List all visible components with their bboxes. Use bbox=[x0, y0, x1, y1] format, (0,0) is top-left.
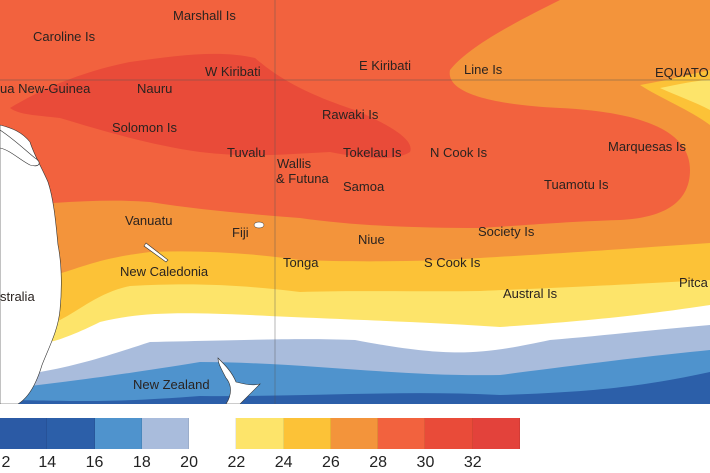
label-new-zealand: New Zealand bbox=[133, 377, 210, 392]
new-caledonia-landmass bbox=[143, 242, 169, 263]
label-vanuatu: Vanuatu bbox=[125, 213, 173, 228]
label-line-islands: Line Is bbox=[464, 62, 503, 77]
label-tonga: Tonga bbox=[283, 255, 319, 270]
legend-tick-label: 16 bbox=[85, 454, 104, 471]
legend-tick-label: 30 bbox=[416, 454, 435, 471]
label-caroline-islands: Caroline Is bbox=[33, 29, 96, 44]
label-tuvalu: Tuvalu bbox=[227, 145, 266, 160]
label-pitcairn: Pitca bbox=[679, 275, 708, 290]
legend-swatch bbox=[189, 418, 237, 449]
legend-swatch bbox=[330, 418, 379, 449]
label-e-kiribati: E Kiribati bbox=[359, 58, 412, 73]
legend-swatch bbox=[0, 418, 48, 449]
label-new-caledonia: New Caledonia bbox=[120, 264, 209, 279]
label-fiji: Fiji bbox=[232, 225, 249, 240]
label-tokelau: Tokelau Is bbox=[343, 145, 402, 160]
legend-swatch bbox=[378, 418, 426, 449]
new-zealand-landmass bbox=[217, 357, 261, 404]
label-nauru: Nauru bbox=[137, 81, 173, 96]
label-n-cook-islands: N Cook Is bbox=[430, 145, 488, 160]
sea-surface-temperature-map bbox=[0, 0, 710, 404]
legend-swatch bbox=[47, 418, 95, 449]
label-marquesas: Marquesas Is bbox=[608, 139, 687, 154]
band-22-24-northeast bbox=[660, 80, 710, 110]
legend-tick-label: 14 bbox=[38, 454, 57, 471]
label-solomon-islands: Solomon Is bbox=[112, 120, 178, 135]
label-australia: stralia bbox=[0, 289, 35, 304]
legend-tick-label: 26 bbox=[322, 454, 340, 471]
label-wallis: Wallis bbox=[277, 156, 312, 171]
legend-tick-label: 2 bbox=[1, 454, 11, 471]
legend-swatch bbox=[472, 418, 520, 449]
label-futuna: & Futuna bbox=[276, 171, 329, 186]
label-society-islands: Society Is bbox=[478, 224, 535, 239]
australia-landmass bbox=[0, 124, 62, 404]
label-papua-new-guinea: ua New-Guinea bbox=[0, 81, 91, 96]
label-s-cook-islands: S Cook Is bbox=[424, 255, 481, 270]
label-austral-islands: Austral Is bbox=[503, 286, 558, 301]
legend-tick-label: 32 bbox=[463, 454, 482, 471]
label-equator: EQUATO bbox=[655, 65, 709, 80]
legend-swatch bbox=[94, 418, 142, 449]
label-tuamotu: Tuamotu Is bbox=[544, 177, 609, 192]
label-w-kiribati: W Kiribati bbox=[205, 64, 261, 79]
png-landmass bbox=[0, 129, 40, 167]
label-samoa: Samoa bbox=[343, 179, 385, 194]
legend-tick-label: 18 bbox=[132, 454, 151, 471]
legend-tick-label: 22 bbox=[227, 454, 246, 471]
legend-swatch bbox=[236, 418, 284, 449]
fiji-landmass bbox=[253, 221, 265, 229]
legend-tick-label: 20 bbox=[180, 454, 198, 471]
label-rawaki-islands: Rawaki Is bbox=[322, 107, 379, 122]
temperature-legend bbox=[0, 418, 520, 450]
legend-swatch bbox=[141, 418, 190, 449]
legend-swatch bbox=[425, 418, 473, 449]
legend-tick-label: 28 bbox=[369, 454, 388, 471]
legend-swatch bbox=[283, 418, 331, 449]
label-marshall-islands: Marshall Is bbox=[173, 8, 236, 23]
label-niue: Niue bbox=[358, 232, 385, 247]
legend-tick-label: 24 bbox=[274, 454, 293, 471]
